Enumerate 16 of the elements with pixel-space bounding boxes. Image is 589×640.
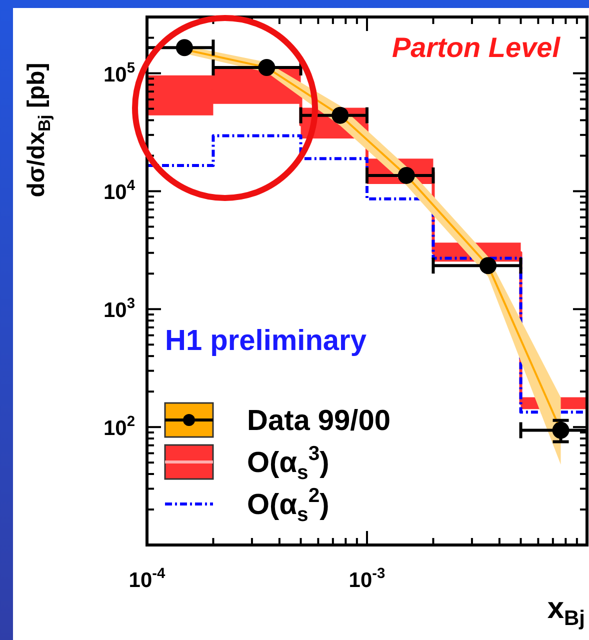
point	[480, 257, 497, 274]
x-tick-label: 10$^{-4}$	[128, 566, 166, 592]
y-tick-label: 10$^{4}$	[103, 178, 136, 204]
y-tick-label: 10$^{5}$	[103, 60, 135, 86]
point	[258, 58, 276, 76]
point	[552, 422, 570, 439]
legend-label: O(α$_{s}$$^{3}$)	[247, 443, 330, 484]
y-tick-label: 10$^{3}$	[103, 296, 135, 322]
x-tick-label: 10$^{-3}$	[348, 566, 386, 592]
annotation: Parton Level	[392, 32, 562, 63]
x-axis-title: x$_{Bj}$	[547, 592, 585, 630]
y-tick-label: 10$^{2}$	[103, 414, 135, 440]
legend-label: Data 99/00	[247, 405, 390, 437]
legend-label: O(α$_{s}$$^{2}$)	[247, 485, 330, 526]
annotation: H1 preliminary	[165, 325, 366, 357]
point	[332, 106, 349, 124]
